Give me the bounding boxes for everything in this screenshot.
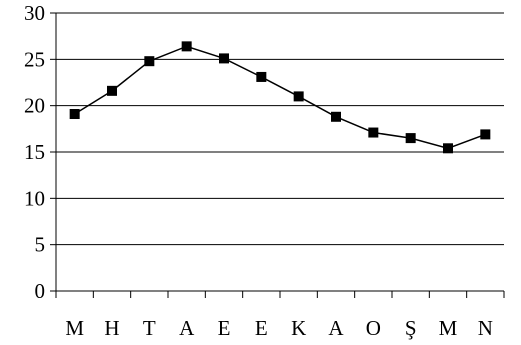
- y-tick-label: 5: [35, 233, 46, 257]
- data-point-marker: [331, 111, 341, 122]
- x-tick-label: H: [104, 316, 119, 340]
- x-tick-label: M: [65, 316, 84, 340]
- data-point-marker: [405, 133, 416, 144]
- x-axis-tick-marks: [55, 291, 505, 298]
- y-tick-label: 15: [24, 140, 45, 164]
- y-tick-label: 20: [24, 94, 45, 118]
- data-point-marker: [480, 129, 491, 140]
- data-point-marker: [219, 53, 229, 64]
- x-tick-label: E: [218, 316, 231, 340]
- data-point-marker: [256, 71, 267, 82]
- data-point-marker: [293, 91, 304, 102]
- x-tick-label: Ş: [405, 316, 417, 340]
- data-point-marker: [443, 143, 453, 154]
- series-markers: [69, 41, 491, 154]
- y-tick-label: 0: [35, 279, 46, 303]
- data-point-marker: [368, 127, 379, 138]
- x-tick-label: T: [143, 316, 156, 340]
- y-tick-label: 25: [24, 47, 45, 71]
- y-axis-tick-labels: 0 5 10 15 20 25 30: [24, 1, 45, 303]
- x-tick-label: M: [439, 316, 458, 340]
- x-tick-label: E: [255, 316, 268, 340]
- data-point-marker: [69, 109, 80, 120]
- x-tick-label: A: [328, 316, 344, 340]
- y-tick-label: 30: [24, 1, 45, 25]
- series-line: [74, 45, 486, 150]
- data-point-marker: [181, 41, 192, 52]
- y-tick-label: 10: [24, 186, 45, 210]
- data-point-marker: [107, 85, 117, 96]
- data-point-marker: [144, 56, 155, 67]
- x-tick-label: O: [366, 316, 381, 340]
- x-tick-label: K: [291, 316, 306, 340]
- x-tick-label: N: [478, 316, 493, 340]
- x-tick-label: A: [179, 316, 195, 340]
- series-line-0: [74, 45, 486, 150]
- gridlines: [56, 12, 504, 246]
